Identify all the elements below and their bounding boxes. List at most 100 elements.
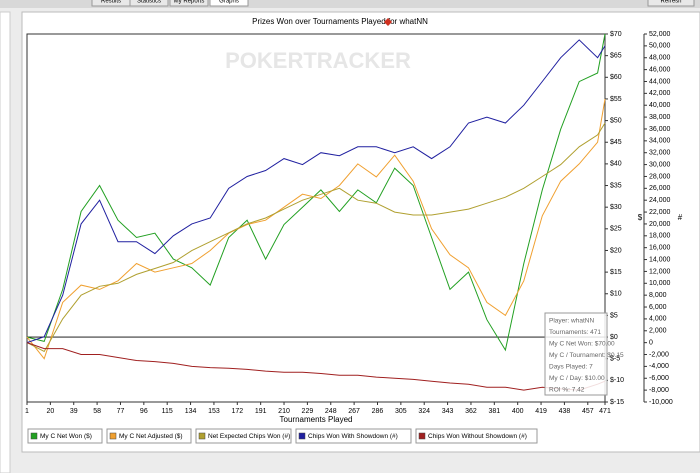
y2-tick-label: 6,000 (649, 304, 667, 311)
x-tick-label: 248 (325, 408, 337, 415)
x-tick-label: 343 (442, 408, 454, 415)
y2-axis-label: # (678, 213, 683, 222)
tab-button[interactable] (129, 0, 169, 7)
y-tick-label: $35 (610, 182, 622, 189)
legend-item[interactable] (415, 428, 538, 444)
y-tick-label: $65 (610, 52, 622, 59)
plot-area (26, 33, 606, 403)
tooltip (544, 312, 608, 396)
x-tick-label: 191 (255, 408, 267, 415)
legend-label[interactable]: My C Net Won ($) (40, 433, 92, 440)
tooltip-line: Tournaments: 471 (549, 329, 601, 336)
x-tick-label: 1 (25, 408, 29, 415)
refresh-label[interactable]: Refresh (660, 0, 681, 5)
y2-tick-label: 4,000 (649, 316, 667, 323)
x-tick-label: 20 (46, 408, 54, 415)
y-tick-label: $-5 (610, 356, 620, 363)
x-tick-label: 324 (418, 408, 430, 415)
refresh-button[interactable] (647, 0, 695, 7)
y2-tick-label: 42,000 (649, 90, 671, 97)
y-tick-label: $70 (610, 31, 622, 38)
x-tick-label: 115 (162, 408, 173, 415)
y-tick-label: $15 (610, 269, 622, 276)
tab-label[interactable]: Statistics (137, 0, 161, 5)
legend-swatch[interactable] (418, 432, 426, 440)
y2-tick-label: -2,000 (649, 351, 669, 358)
x-tick-label: 362 (465, 408, 477, 415)
y2-tick-label: 14,000 (649, 256, 671, 263)
tab-label[interactable]: Results (101, 0, 121, 5)
series-line (26, 98, 606, 360)
watermark: POKERTRACKER (225, 48, 411, 73)
tooltip-line: My C / Tournament: $0.15 (549, 352, 624, 359)
x-tick-label: 286 (372, 408, 384, 415)
series-line (26, 342, 606, 391)
y-tick-label: $60 (610, 74, 622, 81)
y2-tick-label: 24,000 (649, 197, 671, 204)
y2-tick-label: 36,000 (649, 126, 671, 133)
legend-swatch[interactable] (30, 432, 38, 440)
chart-title: Prizes Won over Tournaments Played for w… (252, 17, 428, 26)
y-tick-label: $40 (610, 161, 622, 168)
y2-tick-label: 46,000 (649, 66, 671, 73)
legend-swatch[interactable] (109, 432, 117, 440)
x-axis-label: Tournaments Played (280, 415, 353, 424)
y2-tick-label: 40,000 (649, 102, 671, 109)
y2-tick-label: 48,000 (649, 55, 671, 62)
tab-button[interactable] (209, 0, 249, 7)
legend-item[interactable] (195, 428, 292, 444)
y-tick-label: $10 (610, 291, 622, 298)
legend-item[interactable] (106, 428, 192, 444)
x-tick-label: 419 (535, 408, 547, 415)
x-tick-label: 96 (140, 408, 148, 415)
tab-label[interactable]: Graphs (219, 0, 239, 5)
tab-label[interactable]: My Reports (174, 0, 205, 5)
legend-swatch[interactable] (198, 432, 206, 440)
legend-label[interactable]: Net Expected Chips Won (#) (208, 433, 290, 440)
legend-item[interactable] (27, 428, 103, 444)
x-tick-label: 400 (512, 408, 524, 415)
legend-label[interactable]: Chips Won Without Showdown (#) (428, 433, 527, 440)
y-axis-label: $ (638, 213, 643, 222)
tooltip-line: My C Net Won: $70.00 (549, 341, 615, 348)
y-tick-label: $45 (610, 139, 622, 146)
y-tick-label: $-15 (610, 399, 624, 406)
y2-tick-label: 34,000 (649, 138, 671, 145)
x-tick-label: 471 (599, 408, 611, 415)
x-tick-label: 457 (582, 408, 594, 415)
tab-button[interactable] (91, 0, 131, 7)
x-tick-label: 77 (117, 408, 125, 415)
y-tick-label: $50 (610, 117, 622, 124)
tooltip-line: Days Played: 7 (549, 364, 593, 371)
y-tick-label: $20 (610, 247, 622, 254)
y2-tick-label: 52,000 (649, 31, 671, 38)
left-panel-edge (0, 11, 11, 473)
y2-tick-label: 10,000 (649, 280, 671, 287)
legend-item[interactable] (295, 428, 412, 444)
x-tick-label: 305 (395, 408, 407, 415)
y-tick-label: $5 (610, 312, 618, 319)
x-tick-label: 58 (93, 408, 101, 415)
x-tick-label: 229 (302, 408, 314, 415)
y2-tick-label: 30,000 (649, 161, 671, 168)
y2-tick-label: 50,000 (649, 43, 671, 50)
y2-tick-label: 32,000 (649, 150, 671, 157)
legend-label[interactable]: Chips Won With Showdown (#) (308, 433, 398, 440)
series-line (26, 39, 606, 344)
y-tick-label: $55 (610, 96, 622, 103)
legend-label[interactable]: My C Net Adjusted ($) (119, 433, 183, 440)
y2-tick-label: 44,000 (649, 78, 671, 85)
y-tick-label: $30 (610, 204, 622, 211)
tab-button[interactable] (169, 0, 209, 7)
y-tick-label: $-10 (610, 377, 624, 384)
y2-tick-label: 38,000 (649, 114, 671, 121)
y2-tick-label: 22,000 (649, 209, 671, 216)
x-tick-label: 39 (70, 408, 78, 415)
legend-swatch[interactable] (298, 432, 306, 440)
y2-tick-label: -6,000 (649, 375, 669, 382)
y2-tick-label: -8,000 (649, 387, 669, 394)
y2-tick-label: 0 (649, 339, 653, 346)
y2-tick-label: 28,000 (649, 173, 671, 180)
y2-tick-label: 12,000 (649, 268, 671, 275)
x-tick-label: 153 (208, 408, 220, 415)
